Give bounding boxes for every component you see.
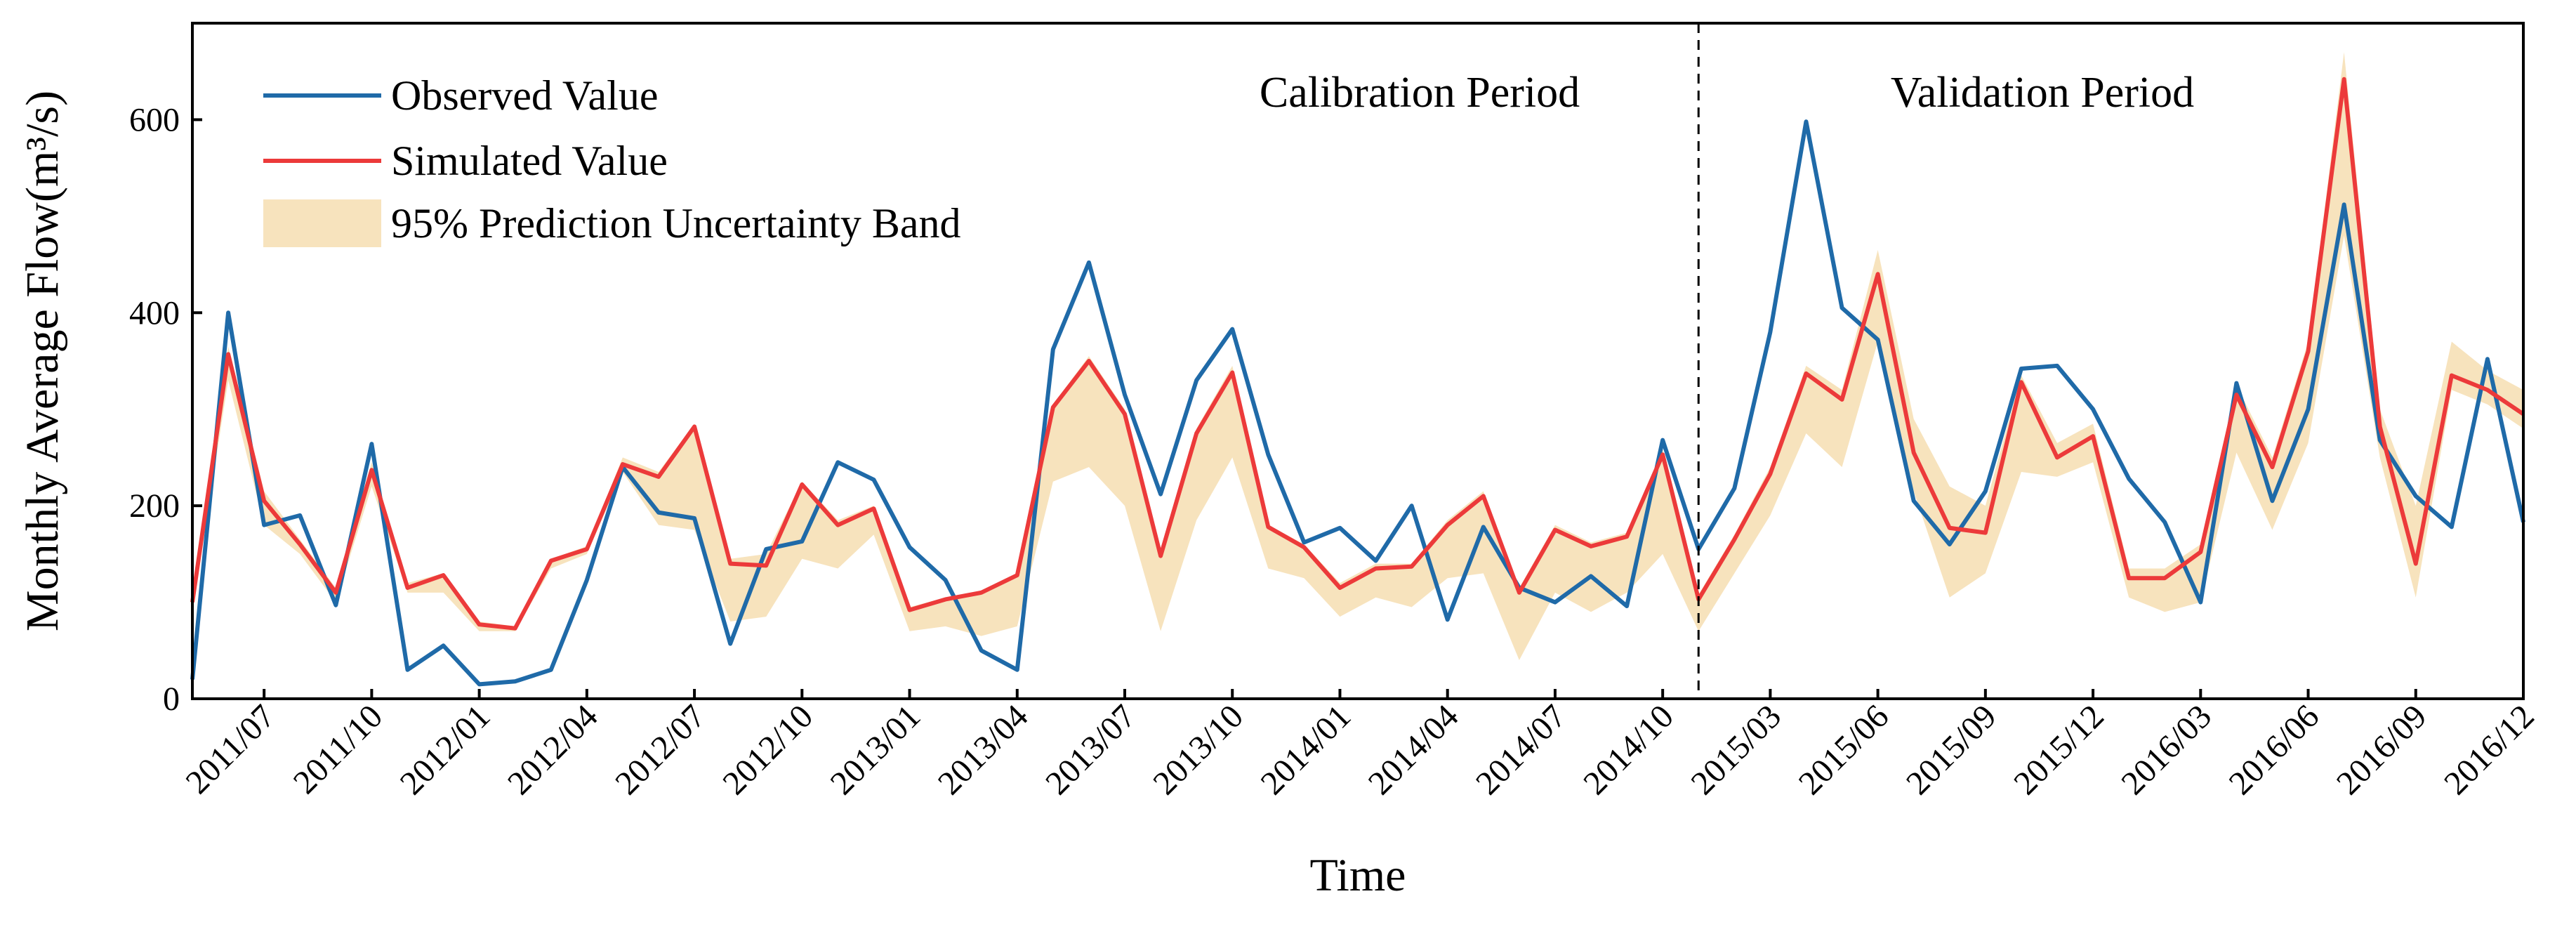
y-tick-label: 400	[129, 294, 180, 331]
x-tick-label: 2012/04	[501, 697, 605, 802]
legend-label: Observed Value	[391, 72, 658, 119]
x-tick-label: 2015/09	[1899, 697, 2004, 802]
x-tick-label: 2013/07	[1038, 697, 1143, 802]
x-tick-label: 2015/12	[2007, 697, 2111, 802]
x-tick-label: 2016/06	[2222, 697, 2327, 802]
x-tick-label: 2014/10	[1576, 697, 1681, 802]
y-tick-label: 200	[129, 487, 180, 525]
x-tick-label: 2013/10	[1146, 697, 1250, 802]
x-tick-label: 2011/10	[286, 697, 390, 801]
x-tick-label: 2012/01	[393, 697, 498, 802]
x-tick-label: 2012/07	[608, 697, 713, 802]
x-axis-title: Time	[1310, 850, 1406, 901]
legend-label: 95% Prediction Uncertainty Band	[391, 200, 960, 246]
x-tick-label: 2016/03	[2114, 697, 2219, 802]
y-tick-label: 600	[129, 101, 180, 138]
legend-swatch	[263, 199, 381, 247]
x-tick-label: 2013/01	[824, 697, 928, 802]
x-tick-label: 2014/07	[1469, 697, 1573, 802]
x-tick-label: 2012/10	[715, 697, 820, 802]
x-tick-label: 2011/07	[178, 697, 282, 801]
x-tick-label: 2016/12	[2437, 697, 2542, 802]
x-tick-label: 2015/03	[1684, 697, 1788, 802]
x-tick-label: 2014/01	[1254, 697, 1359, 802]
y-tick-label: 0	[163, 681, 180, 718]
series-line	[190, 119, 2525, 687]
series-line	[190, 77, 2525, 631]
plot-frame	[191, 22, 2525, 700]
annotation: Calibration Period	[1260, 69, 1580, 117]
annotation: Validation Period	[1891, 69, 2194, 117]
x-tick-label: 2014/04	[1361, 697, 1466, 802]
x-tick-label: 2015/06	[1792, 697, 1896, 802]
legend-label: Simulated Value	[391, 138, 668, 184]
y-axis-title: Monthly Average Flow(m³/s)	[17, 91, 68, 631]
x-tick-label: 2016/09	[2330, 697, 2434, 802]
x-tick-label: 2013/04	[931, 697, 1036, 802]
